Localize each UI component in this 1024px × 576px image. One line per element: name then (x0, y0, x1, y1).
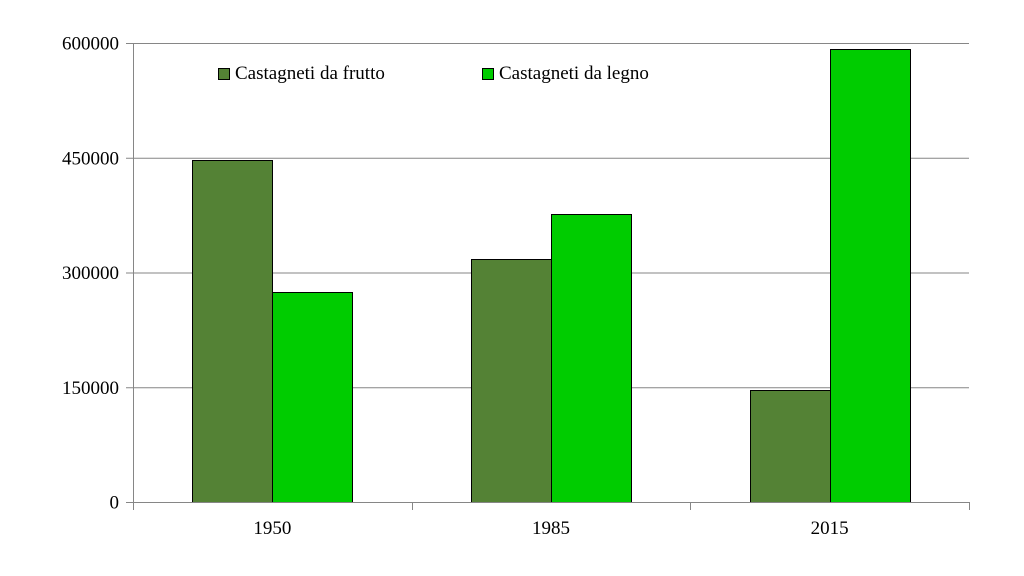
legend-label: Castagneti da frutto (235, 63, 385, 84)
legend-label: Castagneti da legno (499, 63, 649, 84)
y-tick-label: 0 (110, 493, 120, 514)
x-tick-labels: 1950 1985 2015 (253, 518, 848, 539)
bar-frutto-1950 (192, 160, 273, 503)
bars (192, 49, 911, 503)
y-tick-label: 150000 (62, 378, 119, 399)
x-tick-label: 2015 (811, 518, 849, 539)
bar-legno-2015 (830, 49, 911, 503)
x-tick-label: 1985 (532, 518, 570, 539)
legend-swatch (482, 68, 494, 80)
y-tick-label: 450000 (62, 148, 119, 169)
bar-frutto-1985 (471, 259, 552, 503)
legend-swatch (218, 68, 230, 80)
legend: Castagneti da frutto Castagneti da legno (218, 63, 649, 84)
bar-legno-1950 (272, 292, 353, 503)
y-tick-label: 600000 (62, 34, 119, 55)
bar-legno-1985 (551, 214, 632, 503)
x-tick-label: 1950 (253, 518, 291, 539)
bar-frutto-2015 (750, 390, 831, 503)
y-tick-labels: 0 150000 300000 450000 600000 (62, 34, 119, 514)
y-tick-label: 300000 (62, 263, 119, 284)
axes (126, 43, 970, 510)
